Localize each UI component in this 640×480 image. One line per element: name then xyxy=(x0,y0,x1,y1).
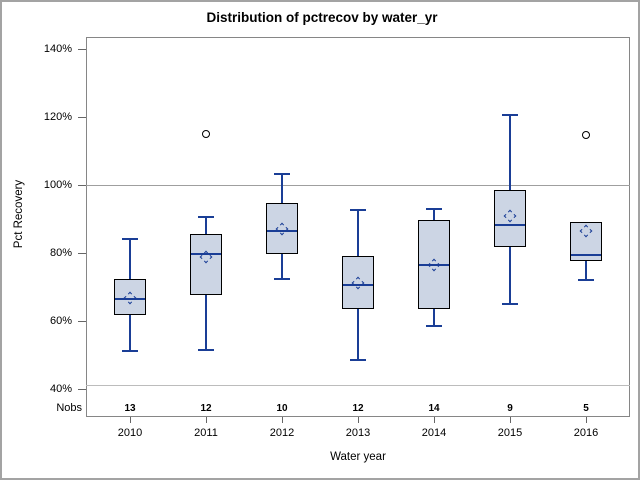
x-axis-tick-label: 2014 xyxy=(421,427,447,439)
x-axis-tick xyxy=(434,417,435,423)
y-axis-tick-label: 100% xyxy=(43,179,72,191)
y-axis-tick xyxy=(78,185,86,186)
y-axis-tick-label: 140% xyxy=(43,43,72,55)
x-axis-tick-label: 2011 xyxy=(194,427,218,439)
y-axis-tick xyxy=(78,253,86,254)
y-axis-tick-label: 40% xyxy=(49,383,72,395)
y-axis-tick-label: 80% xyxy=(49,247,72,259)
x-axis-tick-label: 2013 xyxy=(345,427,371,439)
x-axis-tick-label: 2012 xyxy=(269,427,295,439)
plot-area xyxy=(86,37,630,417)
x-axis-tick-label: 2015 xyxy=(497,427,523,439)
x-axis-tick xyxy=(510,417,511,423)
y-axis-tick-label: 60% xyxy=(49,315,72,327)
y-axis-tick xyxy=(78,117,86,118)
nobs-row-label: Nobs xyxy=(56,402,82,414)
x-axis-tick xyxy=(130,417,131,423)
x-axis-tick-label: 2010 xyxy=(117,427,143,439)
y-axis-tick xyxy=(78,49,86,50)
y-axis-tick-label: 120% xyxy=(43,111,72,123)
y-axis-title: Pct Recovery xyxy=(13,179,25,249)
y-axis-tick xyxy=(78,321,86,322)
x-axis-title: Water year xyxy=(330,451,386,463)
x-axis-tick-label: 2016 xyxy=(573,427,599,439)
x-axis-tick xyxy=(282,417,283,423)
y-axis-tick xyxy=(78,389,86,390)
x-axis-tick xyxy=(206,417,207,423)
chart-title: Distribution of pctrecov by water_yr xyxy=(206,10,438,25)
x-axis-tick xyxy=(586,417,587,423)
x-axis-tick xyxy=(358,417,359,423)
